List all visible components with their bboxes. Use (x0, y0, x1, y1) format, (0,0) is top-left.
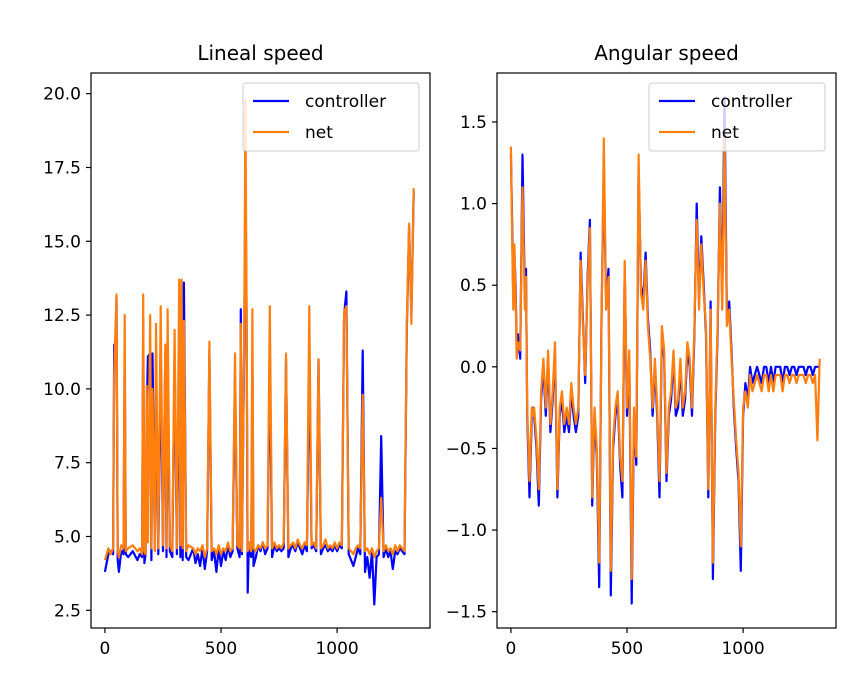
chart-title: Lineal speed (197, 41, 323, 65)
chart-panel-2: 0 500 1000 −1.5 −1.0 −0.5 0.0 0.5 1.0 1.5 Angular … (446, 41, 837, 659)
legend-label: controller (711, 92, 792, 112)
chart-title: Angular speed (594, 41, 739, 65)
x-tick-label: 0 (506, 639, 517, 659)
legend-label: controller (305, 92, 386, 112)
legend: controller net (242, 82, 420, 152)
y-tick-label: 0.5 (460, 276, 487, 296)
x-tick-label: 500 (611, 639, 643, 659)
axes-frame (90, 72, 431, 629)
series-line-net (103, 98, 415, 561)
x-tick-label: 0 (100, 639, 111, 659)
y-tick-label: 15.0 (43, 232, 81, 252)
y-tick-label: 17.5 (43, 158, 81, 178)
x-tick-label: 1000 (315, 639, 358, 659)
y-tick-label: −0.5 (446, 439, 487, 459)
y-tick-label: 1.0 (460, 195, 487, 215)
y-tick-label: −1.5 (446, 603, 487, 623)
y-tick-label: 2.5 (54, 601, 81, 621)
axes-frame (496, 72, 837, 629)
y-tick-label: 1.5 (460, 113, 487, 133)
y-tick-label: 20.0 (43, 85, 81, 105)
y-tick-label: 10.0 (43, 380, 81, 400)
chart-panel-1: 0 500 1000 2.5 5.0 7.5 10.0 12.5 15.0 17.5 20.0 Lin… (43, 41, 431, 659)
y-tick-label: 7.5 (54, 454, 81, 474)
legend-label: net (305, 123, 333, 143)
series-line-net (509, 137, 821, 581)
y-tick-label: −1.0 (446, 521, 487, 541)
y-tick-label: 0.0 (460, 358, 487, 378)
y-tick-label: 5.0 (54, 527, 81, 547)
legend-label: net (711, 123, 739, 143)
y-tick-label: 12.5 (43, 306, 81, 326)
x-tick-label: 500 (205, 639, 237, 659)
x-tick-label: 1000 (721, 639, 764, 659)
legend: controller net (648, 82, 826, 152)
